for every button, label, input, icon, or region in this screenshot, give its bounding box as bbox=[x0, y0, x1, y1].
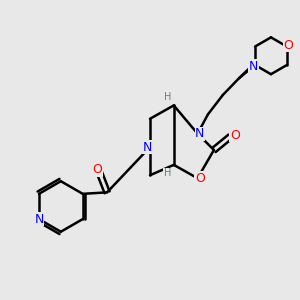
Text: O: O bbox=[230, 129, 240, 142]
Text: N: N bbox=[34, 213, 44, 226]
Text: N: N bbox=[143, 140, 152, 154]
Text: O: O bbox=[92, 163, 102, 176]
Text: O: O bbox=[195, 172, 205, 185]
Text: N: N bbox=[249, 60, 258, 73]
Text: O: O bbox=[284, 39, 293, 52]
Text: H: H bbox=[164, 168, 171, 178]
Text: N: N bbox=[195, 127, 205, 140]
Text: H: H bbox=[164, 92, 171, 102]
